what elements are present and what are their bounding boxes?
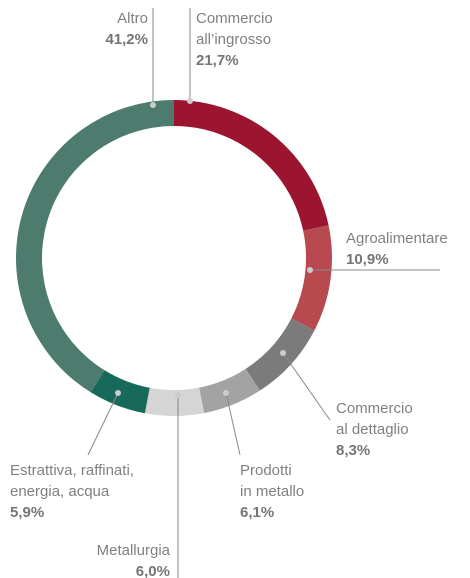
leader-line — [225, 392, 241, 456]
category-label: Altro — [117, 10, 148, 27]
value-label: 8,3% — [336, 442, 371, 459]
donut-segment — [144, 387, 205, 417]
leader-dot — [150, 102, 156, 108]
data-label: Estrattiva, raffinati, energia, acqua 5,9… — [10, 460, 134, 523]
leader-dot — [280, 350, 286, 356]
value-label: 6,1% — [240, 504, 275, 521]
data-label: Prodotti in metallo 6,1% — [240, 460, 304, 523]
leader-dot — [175, 392, 181, 398]
donut-segment — [245, 318, 315, 391]
category-label: Metallurgia — [96, 542, 170, 559]
leader-line — [282, 352, 331, 421]
donut-segment — [291, 225, 333, 331]
category-label: Commercio all’ingrosso — [196, 10, 273, 48]
donut-segment — [174, 100, 329, 231]
value-label: 6,0% — [135, 563, 170, 578]
category-label: Commercio al dettaglio — [336, 400, 413, 438]
leader-dot — [307, 267, 313, 273]
data-label: Commercio all’ingrosso 21,7% — [196, 8, 273, 71]
value-label: 5,9% — [10, 504, 45, 521]
donut-segment — [15, 100, 175, 393]
value-label: 10,9% — [346, 251, 389, 268]
data-label: Commercio al dettaglio 8,3% — [336, 398, 413, 461]
donut-segment — [199, 368, 260, 414]
value-label: 41,2% — [105, 31, 148, 48]
value-label: 21,7% — [196, 52, 239, 69]
category-label: Agroalimentare — [346, 230, 448, 247]
category-label: Prodotti in metallo — [240, 462, 305, 500]
data-label: Metallurgia 6,0% — [97, 540, 170, 578]
leader-dot — [187, 98, 193, 104]
leader-dot — [115, 390, 121, 396]
leader-line — [87, 392, 119, 456]
data-label: Agroalimentare 10,9% — [346, 228, 448, 270]
leader-dot — [223, 390, 229, 396]
data-label: Altro 41,2% — [105, 8, 148, 50]
category-label: Estrattiva, raffinati, energia, acqua — [10, 462, 134, 500]
